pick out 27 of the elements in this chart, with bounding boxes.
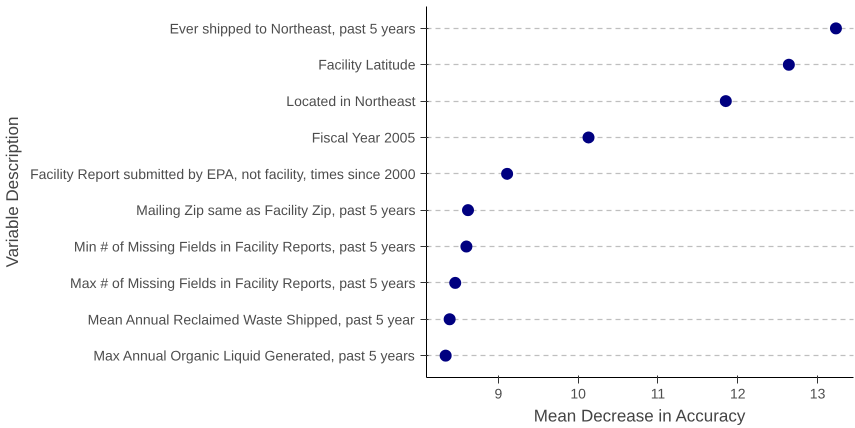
y-tick-label: Located in Northeast: [286, 93, 416, 110]
y-axis-title: Variable Description: [3, 116, 22, 268]
x-tick-label: 9: [494, 386, 502, 402]
point: [501, 168, 514, 180]
y-tick-label: Max # of Missing Fields in Facility Reports, past 5 years: [70, 274, 416, 291]
point: [582, 131, 595, 144]
x-tick-label: 11: [650, 386, 666, 402]
y-tick-label: Ever shipped to Northeast, past 5 years: [170, 20, 416, 36]
y-tick-label: Mean Annual Reclaimed Waste Shipped, past 5 year: [88, 311, 416, 328]
x-axis-title: Mean Decrease in Accuracy: [534, 406, 746, 426]
point: [782, 58, 795, 71]
point: [830, 22, 842, 34]
point: [720, 95, 732, 108]
x-tick-label: 12: [730, 386, 746, 402]
y-tick-label: Fiscal Year 2005: [312, 129, 416, 146]
x-tick-label: 10: [570, 386, 586, 402]
x-tick-label: 13: [810, 386, 826, 402]
point: [444, 313, 456, 326]
point: [460, 240, 472, 253]
y-tick-label: Facility Latitude: [318, 56, 416, 73]
y-tick-label: Min # of Missing Fields in Facility Reports, past 5 years: [74, 238, 416, 255]
y-tick-label: Max Annual Organic Liquid Generated, past 5 years: [93, 348, 415, 364]
y-tick-label: Mailing Zip same as Facility Zip, past 5 years: [136, 202, 416, 218]
point: [440, 350, 452, 362]
point: [449, 276, 462, 289]
y-tick-label: Facility Report submitted by EPA, not facility, times since 2000: [30, 166, 416, 182]
point: [462, 204, 474, 216]
